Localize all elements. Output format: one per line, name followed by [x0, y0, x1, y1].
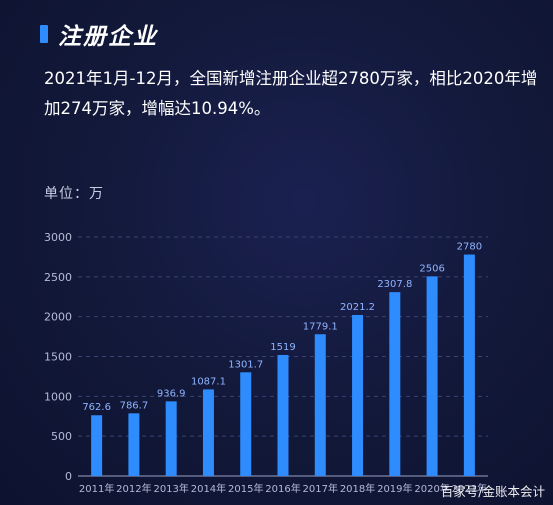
x-tick-label: 2011年: [79, 482, 114, 495]
x-tick-label: 2021年: [452, 482, 487, 495]
watermark: 百家号/金账本会计: [440, 484, 545, 499]
x-tick-label: 2013年: [153, 482, 188, 495]
x-tick-label: 2015年: [228, 482, 263, 495]
data-label: 2506: [419, 263, 444, 274]
data-label: 786.7: [120, 400, 149, 411]
bar: [352, 314, 364, 476]
data-label: 2021.2: [340, 302, 375, 313]
header-accent-bar: [40, 25, 48, 43]
y-tick-label: 0: [65, 470, 72, 483]
bar: [165, 401, 177, 476]
y-tick-label: 2000: [44, 311, 72, 324]
y-tick-label: 500: [51, 430, 72, 443]
bar: [426, 276, 438, 476]
data-label: 762.6: [82, 402, 111, 413]
bar: [240, 372, 252, 476]
data-label: 1301.7: [228, 359, 263, 370]
x-tick-label: 2014年: [191, 482, 226, 495]
data-label: 2780: [457, 242, 482, 253]
y-tick-label: 2500: [44, 271, 72, 284]
unit-label: 单位：万: [44, 186, 104, 202]
section-header: 注册企业: [40, 20, 158, 50]
data-label: 1519: [270, 342, 295, 353]
x-tick-label: 2017年: [303, 482, 338, 495]
x-tick-label: 2018年: [340, 482, 375, 495]
x-tick-label: 2016年: [265, 482, 300, 495]
x-tick-label: 2020年: [414, 482, 449, 495]
data-label: 2307.8: [377, 279, 412, 290]
y-tick-label: 1500: [44, 351, 72, 364]
x-tick-label: 2012年: [116, 482, 151, 495]
page-title: 注册企业: [58, 24, 158, 50]
summary-text: 2021年1月-12月，全国新增注册企业超2780万家，相比2020年增加274…: [44, 69, 538, 118]
y-tick-label: 3000: [44, 231, 72, 244]
y-tick-label: 1000: [44, 390, 72, 403]
bar: [463, 254, 475, 476]
bar: [314, 334, 326, 476]
data-label: 1779.1: [303, 321, 338, 332]
x-tick-label: 2019年: [377, 482, 412, 495]
bar: [128, 413, 140, 476]
data-label: 936.9: [157, 388, 186, 399]
bar: [277, 354, 289, 476]
bar: [389, 292, 401, 476]
bar: [202, 389, 214, 476]
bar: [91, 415, 103, 476]
data-label: 1087.1: [191, 376, 226, 387]
